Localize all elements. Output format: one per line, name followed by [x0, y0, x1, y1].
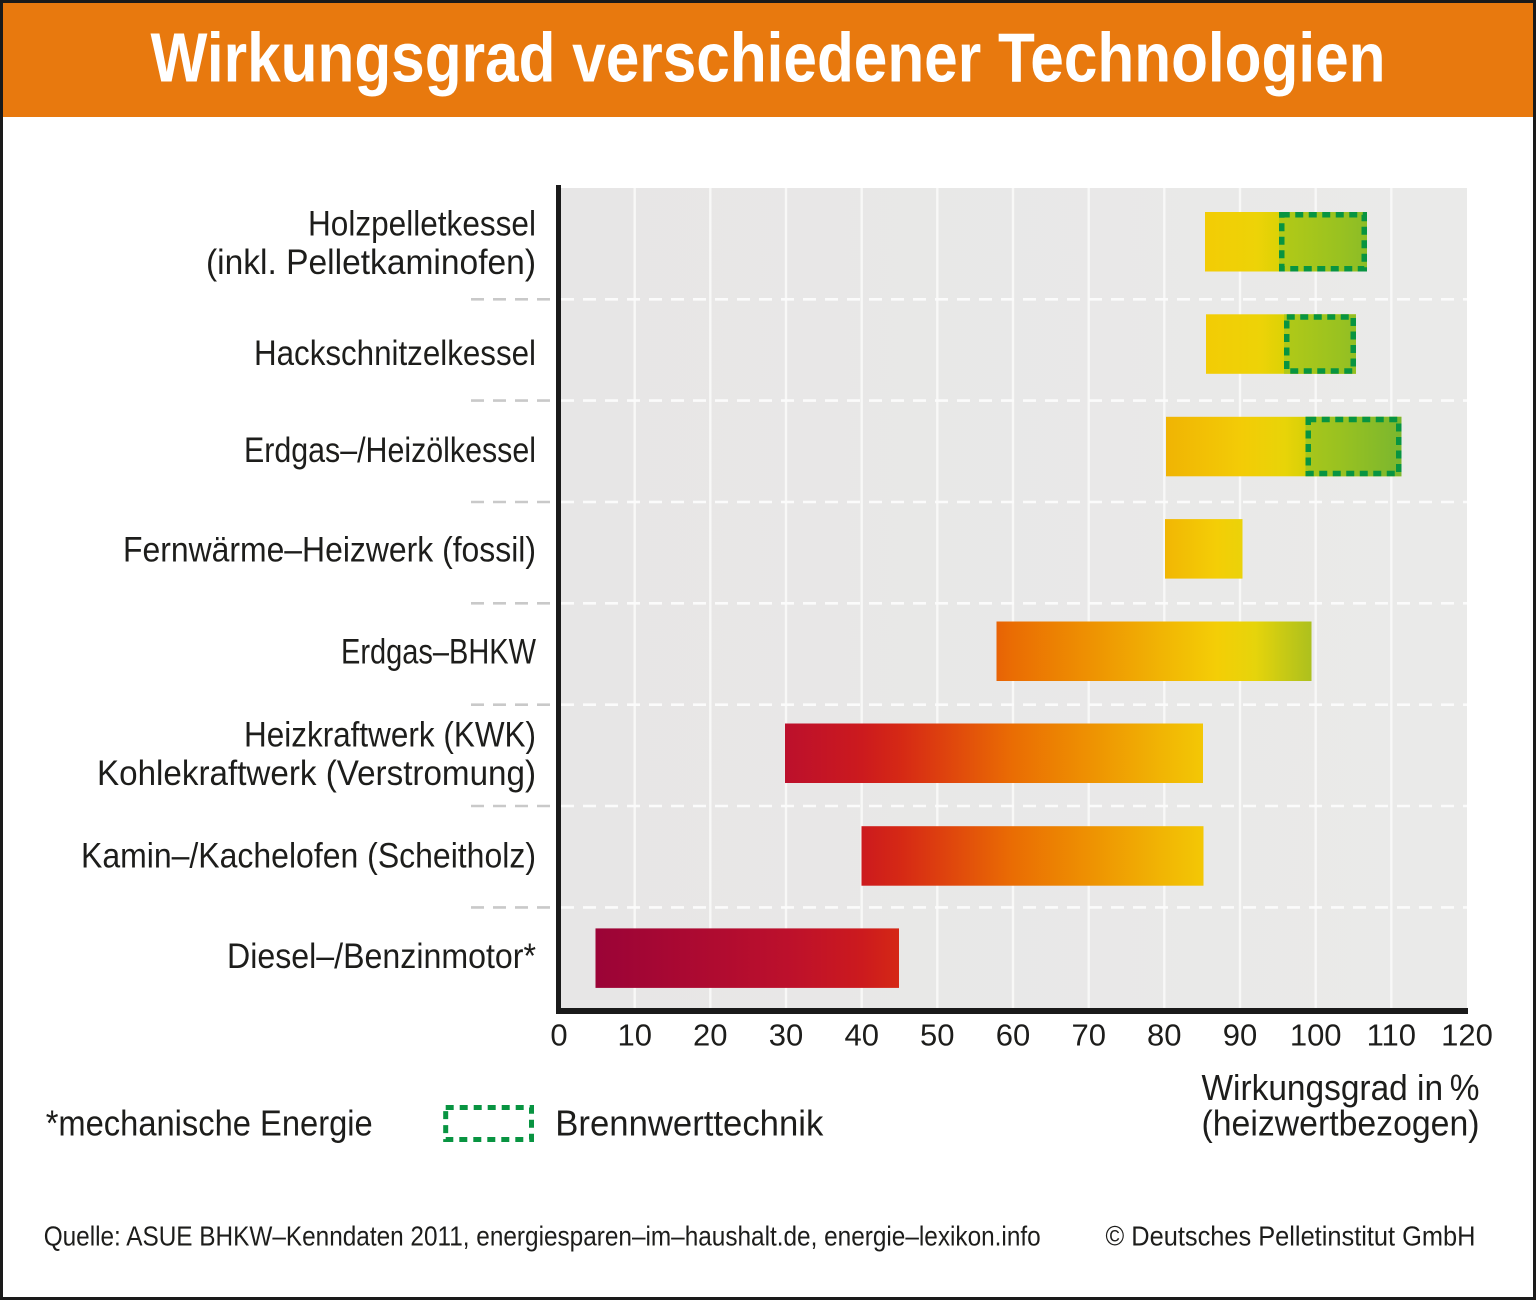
- svg-text:110: 110: [1367, 1018, 1416, 1053]
- svg-text:120: 120: [1441, 1018, 1493, 1053]
- svg-text:Erdgas–/Heizölkessel: Erdgas–/Heizölkessel: [244, 431, 536, 470]
- svg-text:(heizwertbezogen): (heizwertbezogen): [1202, 1102, 1480, 1143]
- svg-text:Erdgas–BHKW: Erdgas–BHKW: [341, 633, 536, 672]
- svg-text:© Deutsches Pelletinstitut Gmb: © Deutsches Pelletinstitut GmbH: [1106, 1220, 1476, 1251]
- svg-text:10: 10: [617, 1018, 651, 1053]
- svg-text:Wirkungsgrad verschiedener Tec: Wirkungsgrad verschiedener Technologien: [151, 19, 1386, 97]
- svg-text:0: 0: [550, 1018, 567, 1053]
- svg-text:30: 30: [769, 1018, 803, 1053]
- svg-text:(inkl. Pelletkaminofen): (inkl. Pelletkaminofen): [206, 243, 536, 282]
- svg-text:Quelle: ASUE BHKW–Kenndaten 20: Quelle: ASUE BHKW–Kenndaten 2011, energi…: [44, 1220, 1041, 1251]
- svg-text:60: 60: [996, 1018, 1030, 1053]
- svg-text:Wirkungsgrad in %: Wirkungsgrad in %: [1202, 1067, 1480, 1108]
- svg-text:90: 90: [1223, 1018, 1257, 1053]
- svg-text:100: 100: [1290, 1018, 1342, 1053]
- svg-text:Heizkraftwerk (KWK): Heizkraftwerk (KWK): [244, 716, 536, 755]
- svg-text:80: 80: [1147, 1018, 1181, 1053]
- svg-text:Kohlekraftwerk (Verstromung): Kohlekraftwerk (Verstromung): [97, 754, 536, 793]
- svg-text:*mechanische Energie: *mechanische Energie: [46, 1103, 373, 1144]
- svg-text:Kamin–/Kachelofen (Scheitholz): Kamin–/Kachelofen (Scheitholz): [81, 837, 536, 876]
- svg-text:Holzpelletkessel: Holzpelletkessel: [308, 205, 536, 244]
- svg-text:40: 40: [844, 1018, 878, 1053]
- svg-text:70: 70: [1071, 1018, 1105, 1053]
- svg-text:Brennwerttechnik: Brennwerttechnik: [555, 1103, 824, 1144]
- svg-text:20: 20: [693, 1018, 727, 1053]
- svg-text:Hackschnitzelkessel: Hackschnitzelkessel: [254, 334, 536, 373]
- svg-text:50: 50: [920, 1018, 954, 1053]
- svg-text:Fernwärme–Heizwerk (fossil): Fernwärme–Heizwerk (fossil): [123, 530, 536, 569]
- svg-text:Diesel–/Benzinmotor*: Diesel–/Benzinmotor*: [227, 937, 536, 976]
